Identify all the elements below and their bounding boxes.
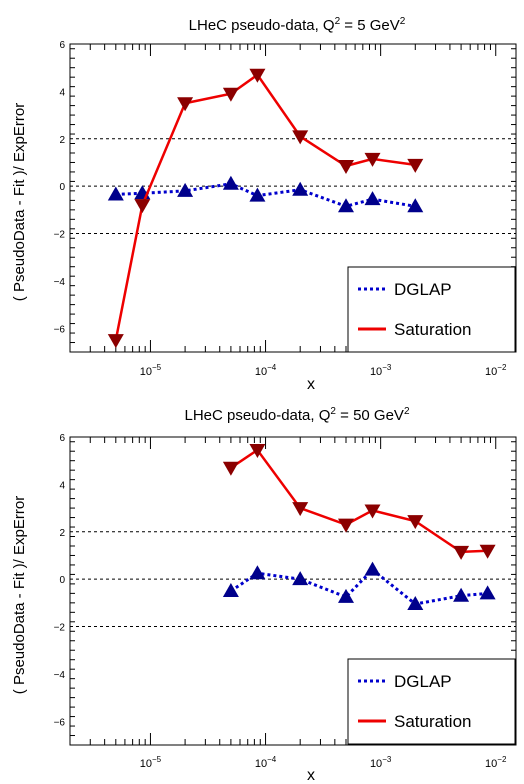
y-tick-label: −4 (54, 277, 66, 288)
chart-panel-2: LHeC pseudo-data, Q2 = 50 GeV2 ( PseudoDa… (11, 406, 517, 784)
series-dglap-point (364, 561, 381, 576)
y-tick-label: −4 (54, 670, 66, 681)
series-saturation-point (337, 518, 354, 533)
series-dglap-point (292, 571, 309, 586)
chart-title: LHeC pseudo-data, Q2 = 50 GeV2 (184, 406, 409, 424)
legend-box (347, 658, 516, 745)
series-saturation-point (292, 502, 309, 517)
series-dglap-point (177, 182, 194, 197)
plot-frame (69, 43, 517, 353)
series-saturation-point (177, 97, 194, 112)
series-dglap-point (453, 587, 470, 602)
y-axis-label: ( PseudoData - Fit )/ ExpError (11, 103, 28, 301)
series-saturation-point (249, 68, 266, 83)
series-saturation-point (479, 544, 496, 559)
series-dglap-point (337, 198, 354, 213)
x-tick-label: 10−3 (370, 755, 392, 770)
series-saturation-point (134, 199, 151, 214)
series-dglap-point (407, 596, 424, 611)
series-dglap-point (107, 186, 124, 201)
series-dglap-point (249, 565, 266, 580)
y-tick-label: −6 (54, 717, 66, 728)
series-saturation-point (249, 444, 266, 459)
x-tick-label: 10−4 (255, 363, 277, 378)
series-dglap-line (230, 567, 488, 606)
series-saturation-point (222, 87, 239, 102)
series-saturation-point (292, 130, 309, 145)
y-tick-label: 6 (59, 40, 65, 51)
x-axis-label: x (307, 376, 315, 393)
series-saturation-point (364, 504, 381, 519)
series-dglap-point (337, 588, 354, 603)
series-saturation-point (407, 158, 424, 173)
y-tick-label: −2 (54, 623, 66, 634)
legend-label-dglap: DGLAP (394, 672, 452, 691)
series-saturation-point (407, 515, 424, 530)
series-dglap-point (249, 187, 266, 202)
legend-box (347, 266, 516, 353)
y-tick-label: −2 (54, 230, 66, 241)
series-dglap-point (222, 583, 239, 597)
plot-frame (69, 436, 517, 746)
x-tick-label: 10−2 (485, 363, 507, 378)
y-tick-label: 4 (59, 480, 65, 491)
legend-label-saturation: Saturation (394, 712, 472, 731)
series-saturation-point (337, 160, 354, 175)
y-tick-label: 0 (59, 182, 65, 193)
x-tick-label: 10−2 (485, 755, 507, 770)
series-dglap-point (479, 585, 496, 600)
series-dglap-point (364, 191, 381, 206)
y-tick-label: −6 (54, 324, 66, 335)
y-tick-label: 2 (59, 135, 65, 146)
series-dglap-point (292, 181, 309, 196)
chart-title: LHeC pseudo-data, Q2 = 5 GeV2 (189, 16, 406, 34)
chart-panel-1: LHeC pseudo-data, Q2 = 5 GeV2 ( PseudoDat… (11, 16, 517, 393)
x-axis-label: x (307, 767, 315, 784)
series-saturation-point (222, 461, 239, 476)
series-saturation-point (107, 334, 124, 349)
y-tick-label: 0 (59, 575, 65, 586)
series-saturation-line (230, 448, 488, 554)
y-tick-label: 6 (59, 433, 65, 444)
y-tick-label: 2 (59, 528, 65, 539)
x-tick-label: 10−5 (140, 363, 162, 378)
legend-label-saturation: Saturation (394, 320, 472, 339)
y-tick-label: 4 (59, 87, 65, 98)
series-dglap-point (407, 198, 424, 213)
series-saturation-point (453, 545, 470, 560)
x-tick-label: 10−4 (255, 755, 277, 770)
x-tick-label: 10−5 (140, 755, 162, 770)
series-saturation-point (364, 152, 381, 167)
series-dglap-point (222, 175, 239, 190)
y-axis-label: ( PseudoData - Fit )/ ExpError (11, 496, 28, 694)
legend-label-dglap: DGLAP (394, 280, 452, 299)
x-tick-label: 10−3 (370, 363, 392, 378)
